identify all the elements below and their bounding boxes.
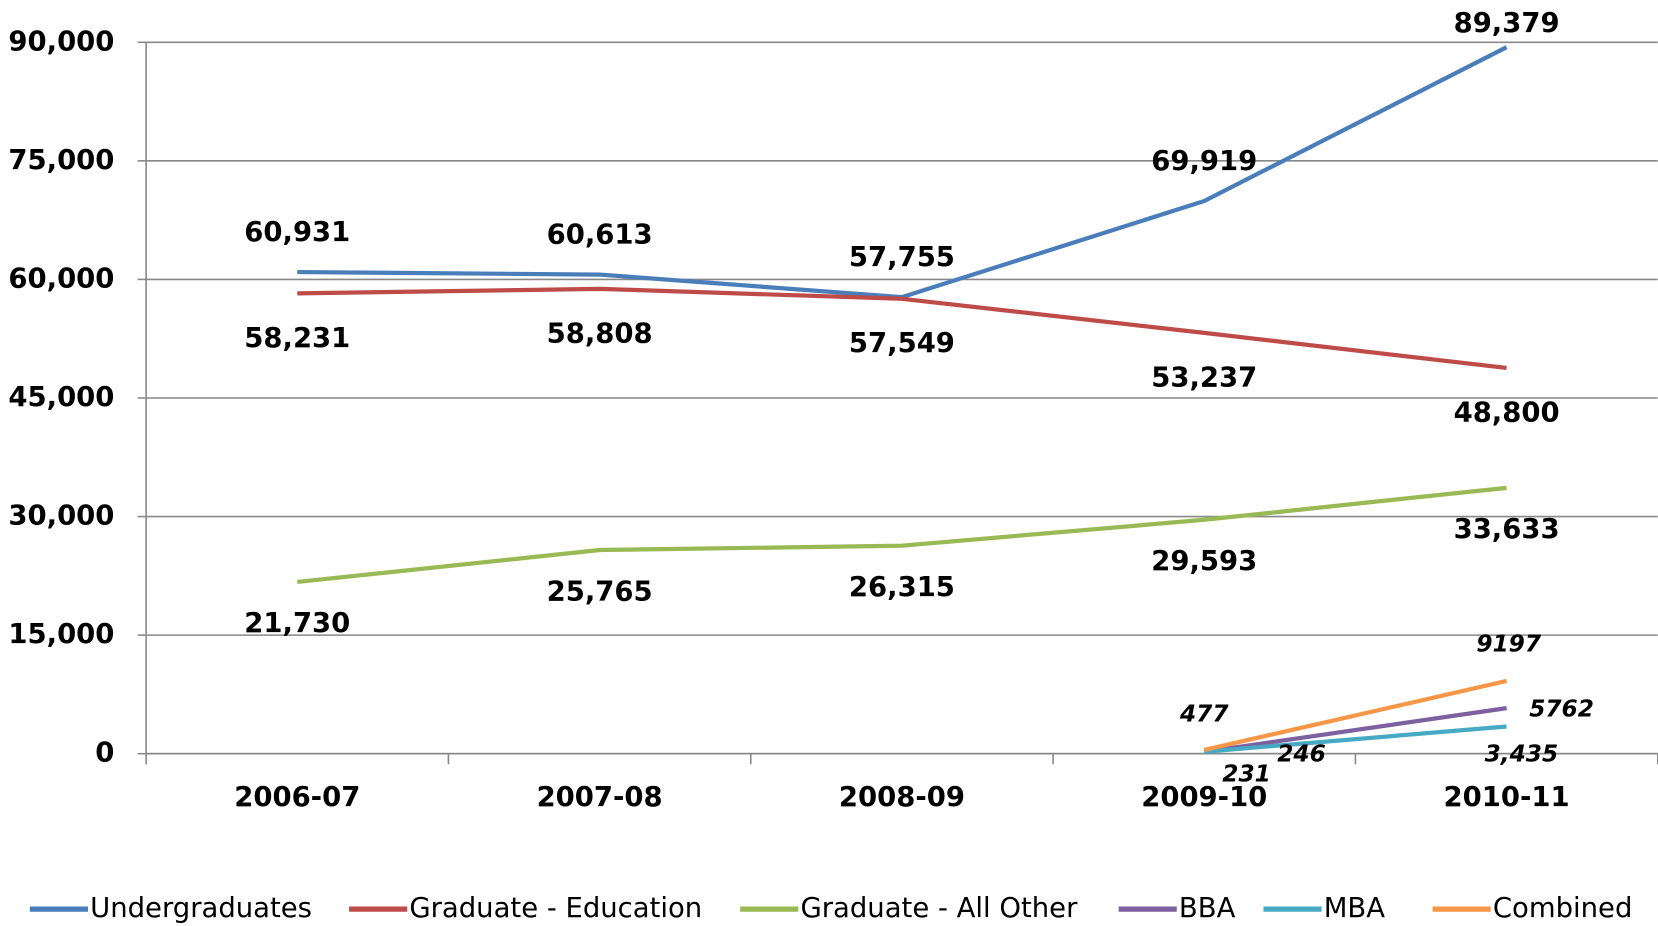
x-tick-label: 2006-07 (234, 781, 360, 813)
y-tick-label: 45,000 (8, 381, 114, 413)
data-label: 69,919 (1151, 145, 1257, 177)
series-line (1203, 678, 1508, 752)
y-tick-label: 90,000 (8, 25, 114, 57)
data-label: 26,315 (849, 571, 955, 603)
legend-label: Graduate - All Other (800, 892, 1078, 924)
y-tick-label: 60,000 (8, 262, 114, 294)
y-tick-label: 30,000 (8, 500, 114, 532)
legend-label: Undergraduates (90, 892, 312, 924)
y-tick-label: 0 (95, 737, 114, 769)
series-line (297, 485, 1507, 585)
x-tick-label: 2008-09 (839, 781, 965, 813)
legend-label: MBA (1324, 892, 1386, 924)
series-line (1203, 706, 1507, 754)
x-tick-label: 2009-10 (1141, 781, 1267, 813)
y-tick-label: 15,000 (8, 618, 114, 650)
data-label: 57,755 (849, 241, 955, 273)
data-label: 58,231 (244, 322, 350, 354)
y-tick-label: 75,000 (8, 144, 114, 176)
series-line (1204, 724, 1507, 754)
legend-label: Graduate - Education (409, 892, 702, 924)
legend-label: BBA (1179, 892, 1236, 924)
data-label: 89,379 (1454, 7, 1560, 39)
data-label: 231 (1222, 761, 1271, 788)
series-line (297, 286, 1507, 371)
legend-label: Combined (1493, 892, 1633, 924)
data-label: 60,931 (244, 216, 350, 248)
data-label: 57,549 (849, 327, 955, 359)
data-label: 33,633 (1454, 513, 1560, 545)
data-label: 3,435 (1485, 741, 1559, 768)
x-tick-label: 2007-08 (537, 781, 663, 813)
data-label: 60,613 (547, 218, 653, 250)
data-label: 5762 (1529, 696, 1594, 723)
data-label: 246 (1277, 740, 1326, 767)
data-label: 25,765 (547, 575, 653, 607)
data-label: 53,237 (1151, 361, 1257, 393)
data-label: 29,593 (1151, 545, 1257, 577)
data-label: 477 (1179, 701, 1229, 728)
data-label: 21,730 (244, 607, 350, 639)
data-label: 9197 (1476, 631, 1542, 658)
data-label: 48,800 (1454, 396, 1560, 428)
x-tick-label: 2010-11 (1444, 781, 1570, 813)
data-label: 58,808 (547, 317, 653, 349)
